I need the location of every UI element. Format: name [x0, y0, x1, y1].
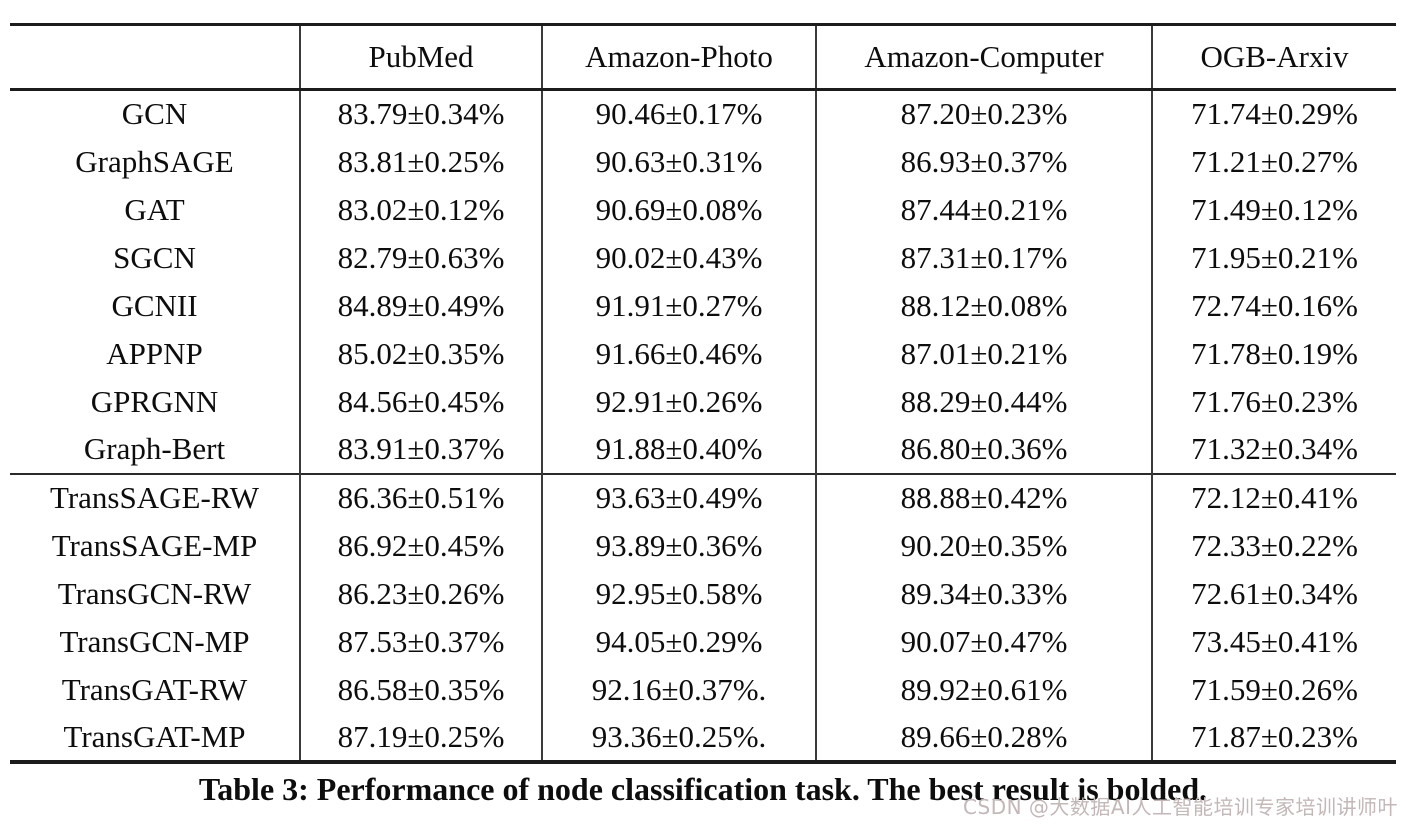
metric-cell: 93.89±0.36%: [541, 521, 816, 570]
table-row: GCN 83.79±0.34% 90.46±0.17% 87.20±0.23% …: [10, 89, 1396, 138]
metric-cell: 86.36±0.51%: [299, 472, 542, 522]
metric-cell: 71.87±0.23%: [1151, 713, 1396, 762]
row-label: GCN: [121, 96, 188, 132]
metric-cell: 82.79±0.63%: [299, 233, 542, 282]
metric-cell: 90.07±0.47%: [815, 617, 1152, 666]
table-row: GCNII 84.89±0.49% 91.91±0.27% 88.12±0.08…: [10, 281, 1396, 330]
table-row: TransGAT-RW 86.58±0.35% 92.16±0.37%. 89.…: [10, 665, 1396, 714]
row-label: Graph-Bert: [83, 431, 226, 466]
metric-cell: 71.74±0.29%: [1151, 89, 1396, 138]
table-row: GraphSAGE 83.81±0.25% 90.63±0.31% 86.93±…: [10, 137, 1396, 186]
table-row: TransSAGE-MP 86.92±0.45% 93.89±0.36% 90.…: [10, 521, 1396, 570]
row-label: APPNP: [106, 335, 203, 371]
table-row: GAT 83.02±0.12% 90.69±0.08% 87.44±0.21% …: [10, 185, 1396, 234]
metric-cell: 71.76±0.23%: [1151, 377, 1396, 426]
metric-cell: 89.66±0.28%: [815, 713, 1152, 762]
column-header-ogb-arxiv: OGB-Arxiv: [1151, 24, 1396, 91]
metric-cell: 88.12±0.08%: [815, 281, 1152, 330]
metric-cell: 87.20±0.23%: [815, 89, 1152, 138]
metric-cell: 86.93±0.37%: [815, 137, 1152, 186]
table-row: TransGAT-MP 87.19±0.25% 93.36±0.25%. 89.…: [10, 713, 1396, 762]
metric-cell: 92.95±0.58%: [541, 569, 816, 618]
row-label: TransSAGE-MP: [51, 527, 258, 563]
column-header-pubmed: PubMed: [299, 24, 542, 91]
metric-cell: 83.02±0.12%: [299, 185, 542, 234]
metric-cell: 87.44±0.21%: [815, 185, 1152, 234]
row-label: TransGCN-MP: [59, 623, 250, 659]
metric-cell: 90.46±0.17%: [541, 89, 816, 138]
table-row: TransSAGE-RW 86.36±0.51% 93.63±0.49% 88.…: [10, 472, 1396, 522]
row-label: GraphSAGE: [75, 143, 234, 179]
metric-cell: 91.88±0.40%: [541, 425, 816, 474]
metric-cell: 89.92±0.61%: [815, 665, 1152, 714]
metric-cell: 90.63±0.31%: [541, 137, 816, 186]
metric-cell: 86.80±0.36%: [815, 425, 1152, 474]
table-row: Graph-Bert 83.91±0.37% 91.88±0.40% 86.80…: [10, 425, 1396, 474]
csdn-watermark: CSDN @大数据AI人工智能培训专家培训讲师叶: [963, 795, 1398, 819]
metric-cell: 89.34±0.33%: [815, 569, 1152, 618]
column-header-amazon-computer: Amazon-Computer: [815, 24, 1152, 91]
metric-cell: 72.74±0.16%: [1151, 281, 1396, 330]
metric-cell: 84.89±0.49%: [299, 281, 542, 330]
row-label: SGCN: [113, 239, 196, 275]
metric-cell-best: 87.53±0.37%: [299, 617, 542, 666]
metric-cell: 92.16±0.37%.: [541, 665, 816, 714]
table-row: APPNP 85.02±0.35% 91.66±0.46% 87.01±0.21…: [10, 329, 1396, 378]
metric-cell: 93.63±0.49%: [541, 472, 816, 522]
row-label: GCNII: [111, 287, 198, 323]
row-label: TransSAGE-RW: [10, 472, 300, 522]
table-row: SGCN 82.79±0.63% 90.02±0.43% 87.31±0.17%…: [10, 233, 1396, 282]
metric-cell: 90.69±0.08%: [541, 185, 816, 234]
metric-cell: 72.33±0.22%: [1151, 521, 1396, 570]
metric-cell: 83.91±0.37%: [299, 425, 542, 474]
row-label: TransGAT-RW: [61, 671, 248, 707]
metric-cell: 87.01±0.21%: [815, 329, 1152, 378]
results-table: PubMed Amazon-Photo Amazon-Computer OGB-…: [10, 23, 1396, 764]
table-row: TransGCN-RW 86.23±0.26% 92.95±0.58% 89.3…: [10, 569, 1396, 618]
metric-cell: 91.91±0.27%: [541, 281, 816, 330]
table-row: TransGCN-MP 87.53±0.37% 94.05±0.29% 90.0…: [10, 617, 1396, 666]
metric-cell: 72.61±0.34%: [1151, 569, 1396, 618]
metric-cell: 83.79±0.34%: [299, 89, 542, 138]
metric-cell: 90.02±0.43%: [541, 233, 816, 282]
metric-cell: 71.59±0.26%: [1151, 665, 1396, 714]
metric-cell: 86.58±0.35%: [299, 665, 542, 714]
row-label: TransGAT-MP: [63, 718, 246, 754]
metric-cell: 71.78±0.19%: [1151, 329, 1396, 378]
table-caption: Table 3: Performance of node classificat…: [198, 770, 1208, 807]
metric-cell-best: 73.45±0.41%: [1151, 617, 1396, 666]
table-row: GPRGNN 84.56±0.45% 92.91±0.26% 88.29±0.4…: [10, 377, 1396, 426]
metric-cell: 71.21±0.27%: [1151, 137, 1396, 186]
row-label: GPRGNN: [90, 383, 219, 419]
metric-cell: 83.81±0.25%: [299, 137, 542, 186]
metric-cell: 86.92±0.45%: [299, 521, 542, 570]
metric-cell: 71.49±0.12%: [1151, 185, 1396, 234]
metric-cell-best: 94.05±0.29%: [541, 617, 816, 666]
metric-cell: 91.66±0.46%: [541, 329, 816, 378]
metric-cell: 71.32±0.34%: [1151, 425, 1396, 474]
metric-cell-best: 90.20±0.35%: [815, 521, 1152, 570]
header-row: PubMed Amazon-Photo Amazon-Computer OGB-…: [10, 24, 1396, 91]
metric-cell: 92.91±0.26%: [541, 377, 816, 426]
metric-cell: 84.56±0.45%: [299, 377, 542, 426]
metric-cell: 88.88±0.42%: [815, 472, 1152, 522]
metric-cell: 93.36±0.25%.: [541, 713, 816, 762]
metric-cell: 72.12±0.41%: [1151, 472, 1396, 522]
metric-cell: 88.29±0.44%: [815, 377, 1152, 426]
row-label: TransGCN-RW: [57, 575, 252, 611]
metric-cell: 86.23±0.26%: [299, 569, 542, 618]
row-label: GAT: [124, 191, 185, 227]
header-cell-empty: [10, 24, 300, 91]
metric-cell: 71.95±0.21%: [1151, 233, 1396, 282]
metric-cell: 87.31±0.17%: [815, 233, 1152, 282]
column-header-amazon-photo: Amazon-Photo: [541, 24, 816, 91]
metric-cell: 87.19±0.25%: [299, 713, 542, 762]
metric-cell: 85.02±0.35%: [299, 329, 542, 378]
